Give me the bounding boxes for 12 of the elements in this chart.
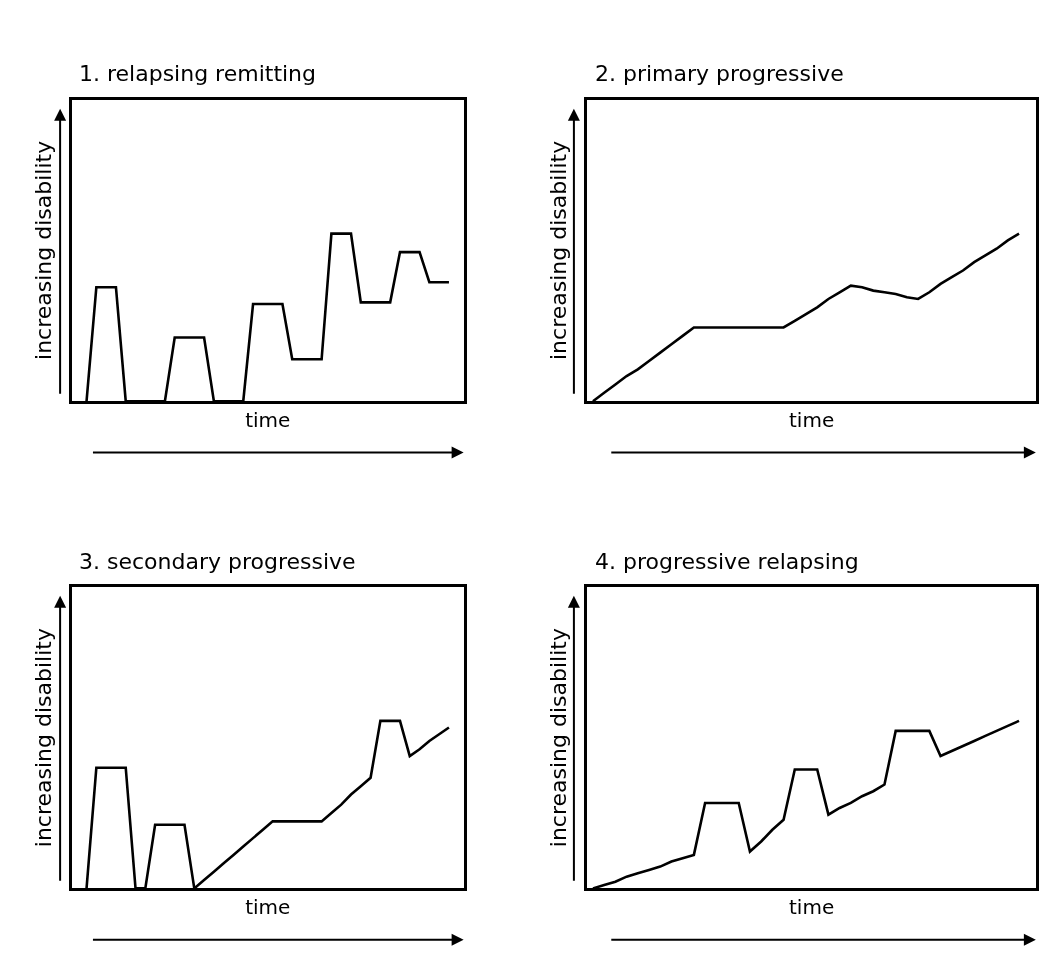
x-axis-title: time (245, 895, 291, 920)
y-axis-title: increasing disability (546, 628, 572, 848)
x-axis-title: time (789, 407, 835, 432)
y-axis-title: increasing disability (546, 140, 572, 360)
x-axis-title: time (789, 895, 835, 920)
x-axis-title: time (245, 407, 291, 432)
chart-title: 3. secondary progressive (79, 549, 356, 574)
chart-title: 4. progressive relapsing (595, 549, 859, 574)
chart-title: 1. relapsing remitting (79, 61, 317, 86)
y-axis-title: increasing disability (30, 140, 56, 360)
y-axis-title: increasing disability (30, 628, 56, 848)
chart-title: 2. primary progressive (595, 61, 844, 86)
